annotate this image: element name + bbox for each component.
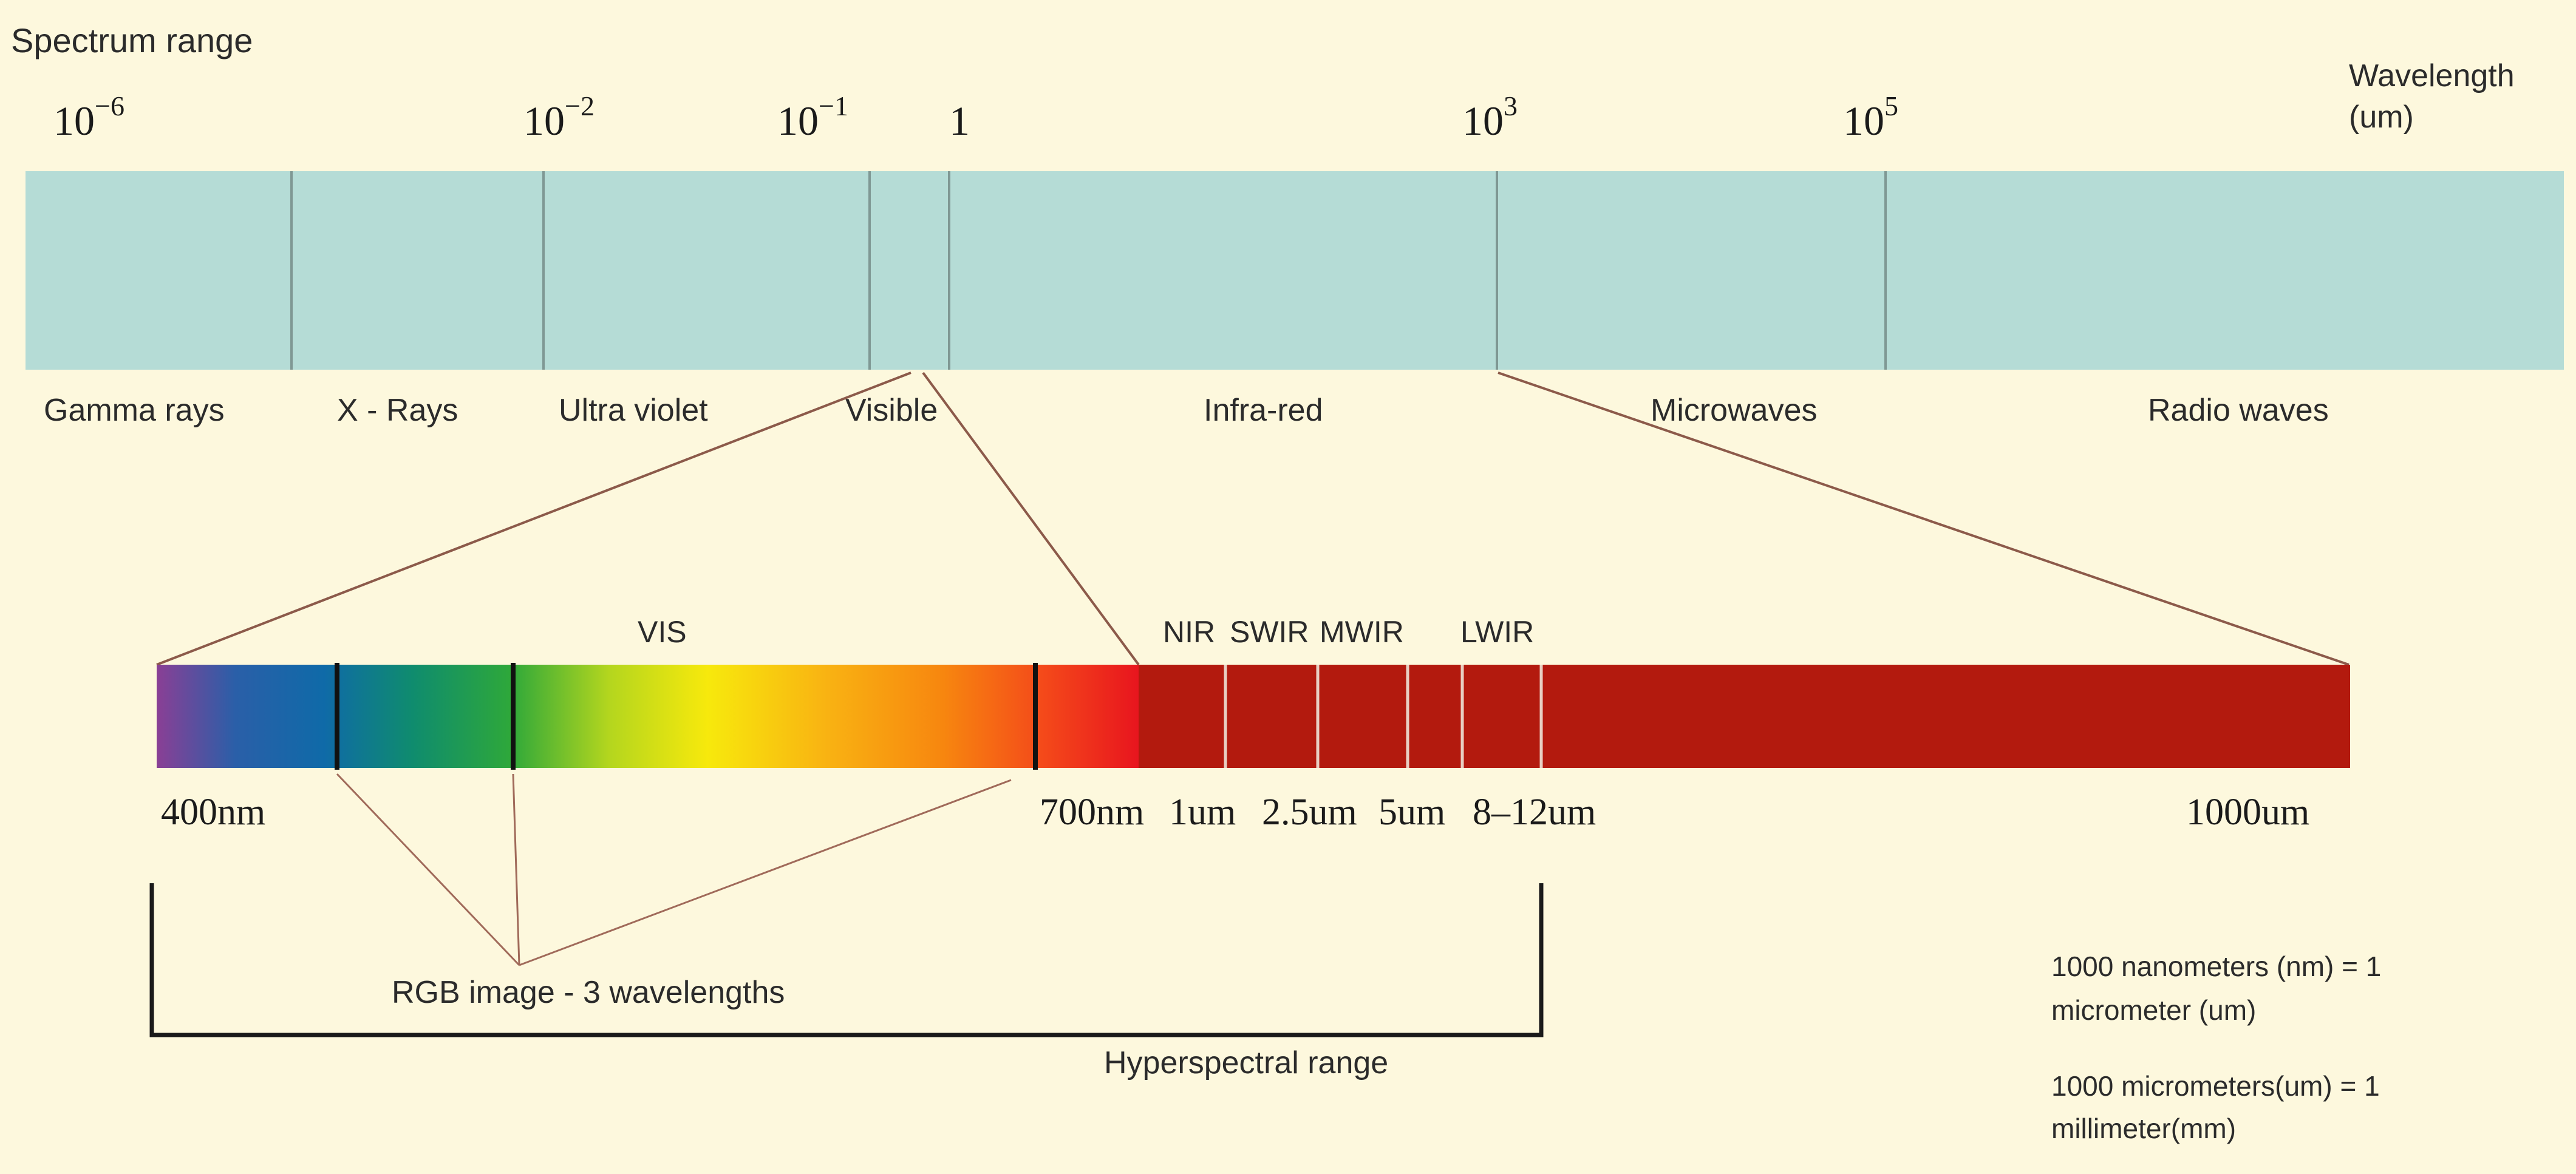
band-label-gamma: Gamma rays: [44, 393, 225, 428]
top-tick-1e-6: 10−6: [53, 90, 124, 144]
band-label-radio: Radio waves: [2148, 393, 2329, 428]
band-label-xray: X - Rays: [337, 393, 458, 428]
top-tick-1e-1: 10−1: [777, 90, 848, 144]
top-tick-1e-2: 10−2: [523, 90, 595, 144]
hyperspectral-bracket: [149, 883, 1544, 1037]
zoom-line-visible-left: [156, 372, 911, 666]
zoom-connectors: [156, 372, 2349, 666]
note-nm-um-line2: micrometer (um): [2051, 994, 2256, 1026]
wavelength-label: Wavelength: [2349, 58, 2515, 93]
rgb-band-markers: [335, 663, 1038, 770]
bottom-tick-700nm: 700nm: [1040, 792, 1144, 833]
band-label-microwave: Microwaves: [1651, 393, 1818, 428]
rgb-image-label: RGB image - 3 wavelengths: [392, 975, 785, 1010]
band-dividers: [290, 171, 1887, 370]
band-label-uv: Ultra violet: [559, 393, 708, 428]
bottom-tick-400nm: 400nm: [161, 792, 265, 833]
note-um-mm-line1: 1000 micrometers(um) = 1: [2051, 1070, 2380, 1102]
note-um-mm-line2: millimeter(mm): [2051, 1113, 2236, 1144]
sub-band-vis: VIS: [638, 615, 687, 649]
zoom-line-ir-right: [1498, 372, 2349, 666]
sub-band-nir: NIR: [1163, 615, 1215, 649]
band-label-visible: Visible: [845, 393, 938, 428]
note-nm-um-line1: 1000 nanometers (nm) = 1: [2051, 951, 2381, 982]
wavelength-unit: (um): [2349, 100, 2414, 135]
infrared-bar: [1139, 665, 2350, 768]
bottom-tick-2.5um: 2.5um: [1262, 792, 1357, 833]
ir-band-dividers: [1224, 665, 1543, 768]
top-tick-1: 1: [949, 98, 970, 144]
bottom-tick-1um: 1um: [1169, 792, 1236, 833]
bottom-tick-5um: 5um: [1378, 792, 1445, 833]
rgb-line-blue: [336, 773, 520, 966]
spectrum-range-bar: [26, 171, 2564, 370]
hyperspectral-range-label: Hyperspectral range: [1104, 1045, 1388, 1081]
diagram-title: Spectrum range: [11, 21, 253, 59]
rgb-connectors: [336, 773, 1012, 966]
top-tick-1e3: 103: [1462, 90, 1518, 144]
band-label-ir: Infra-red: [1204, 393, 1323, 428]
top-tick-1e5: 105: [1843, 90, 1898, 144]
rgb-line-red: [519, 779, 1012, 966]
rgb-line-green: [512, 773, 520, 966]
sub-band-lwir: LWIR: [1460, 615, 1534, 649]
zoom-line-visible-right: [922, 372, 1140, 666]
sub-band-swir: SWIR: [1230, 615, 1309, 649]
bottom-tick-1000um: 1000um: [2186, 792, 2309, 833]
visible-gradient-bar: [157, 665, 1140, 768]
sub-band-mwir: MWIR: [1320, 615, 1404, 649]
bottom-tick-8-12um: 8–12um: [1473, 792, 1596, 833]
